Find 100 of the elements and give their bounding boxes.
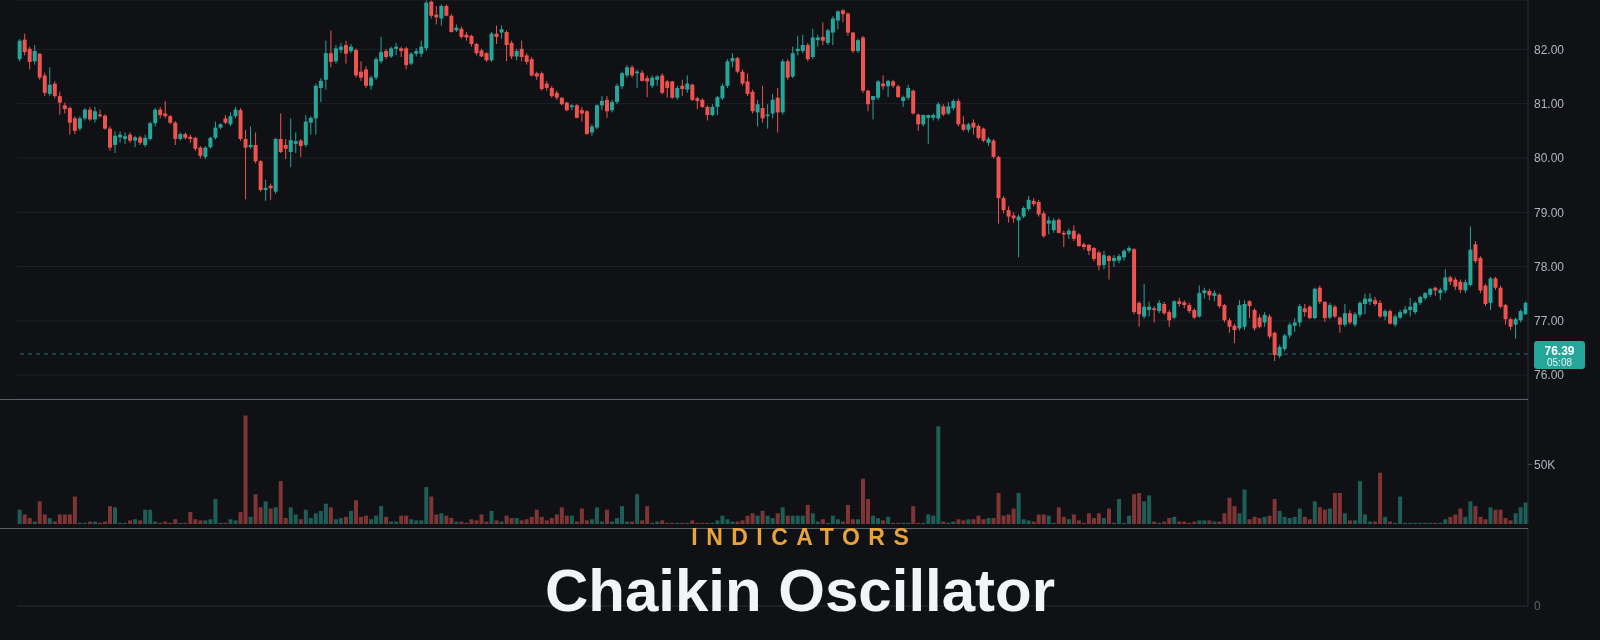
bar [133,519,138,524]
bar [494,520,499,524]
bar [855,519,860,524]
candlestick [1383,308,1388,321]
bar [1106,508,1111,524]
bar [399,515,404,524]
candlestick [840,8,845,23]
candlestick [760,85,765,124]
bar [1508,520,1513,524]
candlestick [253,131,258,164]
candlestick [1142,283,1147,320]
bar [755,515,760,524]
bar [805,504,810,524]
text: INDICATORS [690,524,918,550]
candlestick [108,125,113,152]
candlestick [348,43,353,54]
bar [1307,519,1312,524]
bar [1383,516,1388,524]
bar [1272,498,1277,524]
candlestick [820,21,825,46]
bar [820,519,825,524]
bar [1473,506,1478,524]
bar [1257,518,1262,524]
bar [911,506,916,524]
bar [203,520,208,524]
candlestick [449,13,454,34]
bar [800,515,805,524]
bar [785,515,790,524]
candlestick [1096,250,1101,271]
bar [760,510,765,524]
candlestick [1337,315,1342,334]
bar [489,510,494,524]
bar [775,513,780,524]
bar [138,520,143,524]
bar [635,494,640,524]
bar [835,519,840,524]
bar [384,516,389,524]
candlestick [343,40,348,65]
candlestick [1127,245,1132,254]
bar [1448,516,1453,524]
bar [439,513,444,524]
bar [1327,508,1332,524]
bar [369,519,374,524]
bar [72,496,77,524]
bar [986,518,991,524]
bar [604,509,609,524]
candlestick [845,11,850,37]
candlestick [57,91,62,116]
bar [569,515,574,524]
candlestick [604,95,609,119]
y-tick-label: 80.00 [1534,151,1565,166]
candlestick [1172,299,1177,320]
y-tick-label: 76.00 [1534,368,1565,383]
bar [27,518,32,524]
bar [509,518,514,524]
candlestick [594,103,599,130]
candlestick [153,107,158,127]
y-tick-label: 82.00 [1534,42,1565,57]
bar [1207,520,1212,524]
bar [1132,494,1137,524]
bar [971,519,976,524]
candlestick [92,106,97,124]
candlestick [494,25,499,45]
bar [1197,520,1202,524]
candlestick [866,89,871,112]
bar [886,516,891,524]
bar [1096,513,1101,524]
bar [143,509,148,524]
bar [409,519,414,524]
candlestick [1317,285,1322,305]
candlestick [1242,299,1247,331]
bar [1297,508,1302,524]
candlestick [1342,303,1347,328]
candlestick [113,130,118,154]
y-tick-label: 77.00 [1534,314,1565,329]
bar [338,518,343,524]
bar [343,516,348,524]
candlestick [805,42,810,62]
bar [248,516,253,524]
candlestick [911,89,916,116]
candlestick [374,56,379,81]
y-tick-label: 78.00 [1534,259,1565,274]
bar [328,507,333,524]
bar [273,507,278,524]
bar [514,518,519,524]
candlestick [1443,268,1448,294]
candlestick [660,72,665,95]
bar [1488,507,1493,524]
y-tick-label: 81.00 [1534,96,1565,111]
bar [1322,509,1327,524]
bar [1101,518,1106,524]
candlestick [835,9,840,30]
bar [47,518,52,524]
bar [429,496,434,524]
bar [128,520,133,524]
candlestick [283,138,288,160]
candlestick [1322,300,1327,323]
candlestick [128,131,133,144]
candlestick [886,79,891,98]
bar [770,518,775,524]
